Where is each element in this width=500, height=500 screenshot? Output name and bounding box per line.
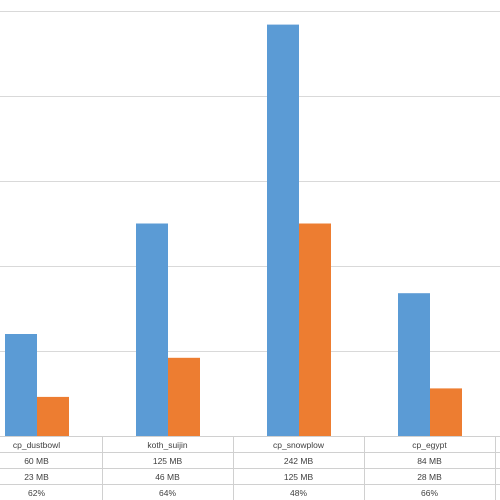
bar-series2-koth-suijin <box>168 357 200 436</box>
table-cell: 62% <box>28 488 45 498</box>
table-cell: 66% <box>421 488 438 498</box>
table-cell: 28 MB <box>417 472 442 482</box>
table-cell: 23 MB <box>24 472 49 482</box>
category-label: cp_snowplow <box>273 440 325 450</box>
table-cell: 242 MB <box>284 456 314 466</box>
bar-series2-cp-dustbowl <box>37 396 69 436</box>
table-cell: 48% <box>290 488 307 498</box>
table-cell: 125 MB <box>284 472 314 482</box>
table-cell: 84 MB <box>417 456 442 466</box>
bar-series1-cp-snowplow <box>267 24 299 436</box>
table-cell: 125 MB <box>153 456 183 466</box>
category-label: cp_dustbowl <box>13 440 60 450</box>
category-label: koth_suijin <box>147 440 187 450</box>
table-cell: 64% <box>159 488 176 498</box>
bar-series1-koth-suijin <box>136 223 168 436</box>
bar-series1-cp-egypt <box>398 293 430 436</box>
bar-series2-cp-snowplow <box>299 223 331 436</box>
table-cell: 60 MB <box>24 456 49 466</box>
bar-series2-cp-egypt <box>430 388 462 436</box>
category-label: cp_egypt <box>412 440 447 450</box>
table-cell: 46 MB <box>155 472 180 482</box>
bar-series1-cp-dustbowl <box>5 334 37 436</box>
